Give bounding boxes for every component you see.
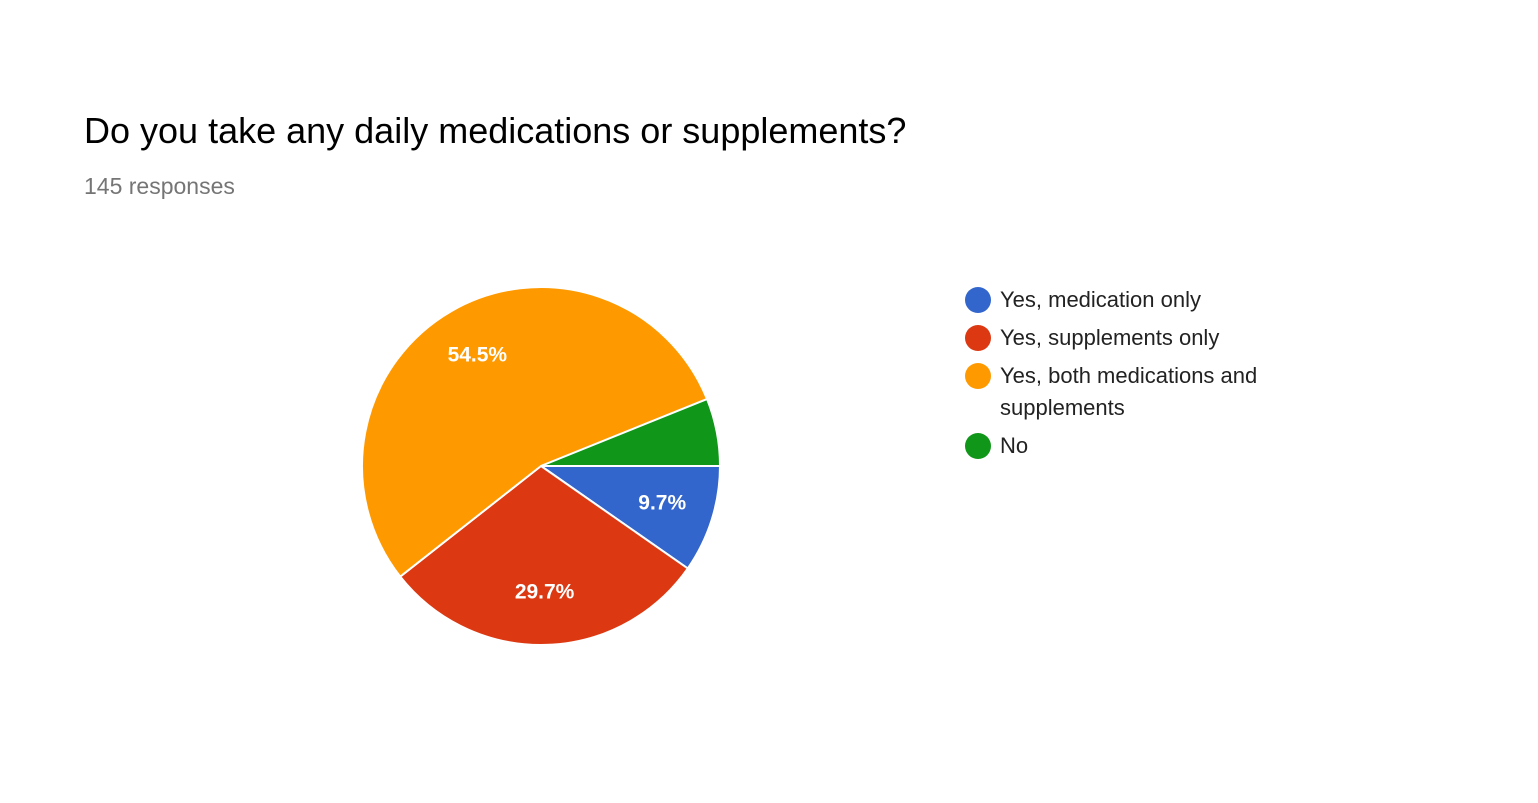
legend-item: Yes, supplements only (965, 322, 1285, 354)
legend-swatch (965, 363, 991, 389)
legend-item: No (965, 430, 1285, 462)
slice-label: 9.7% (638, 492, 686, 515)
legend-label: Yes, medication only (1000, 287, 1201, 312)
pie-slice (361, 286, 709, 579)
legend-item: Yes, medication only (965, 284, 1285, 316)
legend-label: Yes, both medications and supplements (1000, 363, 1258, 420)
legend-swatch (965, 325, 991, 351)
pie-slice (398, 464, 690, 646)
legend-item: Yes, both medications and supplements (965, 360, 1285, 424)
slice-label: 29.7% (515, 581, 575, 604)
chart-title: Do you take any daily medications or sup… (84, 110, 907, 151)
legend-label: No (1000, 433, 1029, 458)
legend-label: Yes, supplements only (1000, 325, 1220, 350)
slice-label: 54.5% (448, 344, 508, 367)
legend: Yes, medication only Yes, supplements onl… (965, 284, 1285, 468)
pie-slice (540, 397, 722, 467)
pie-slice (537, 465, 722, 570)
legend-swatch (965, 287, 991, 313)
chart-subtitle: 145 responses (84, 173, 235, 199)
legend-swatch (965, 433, 991, 459)
